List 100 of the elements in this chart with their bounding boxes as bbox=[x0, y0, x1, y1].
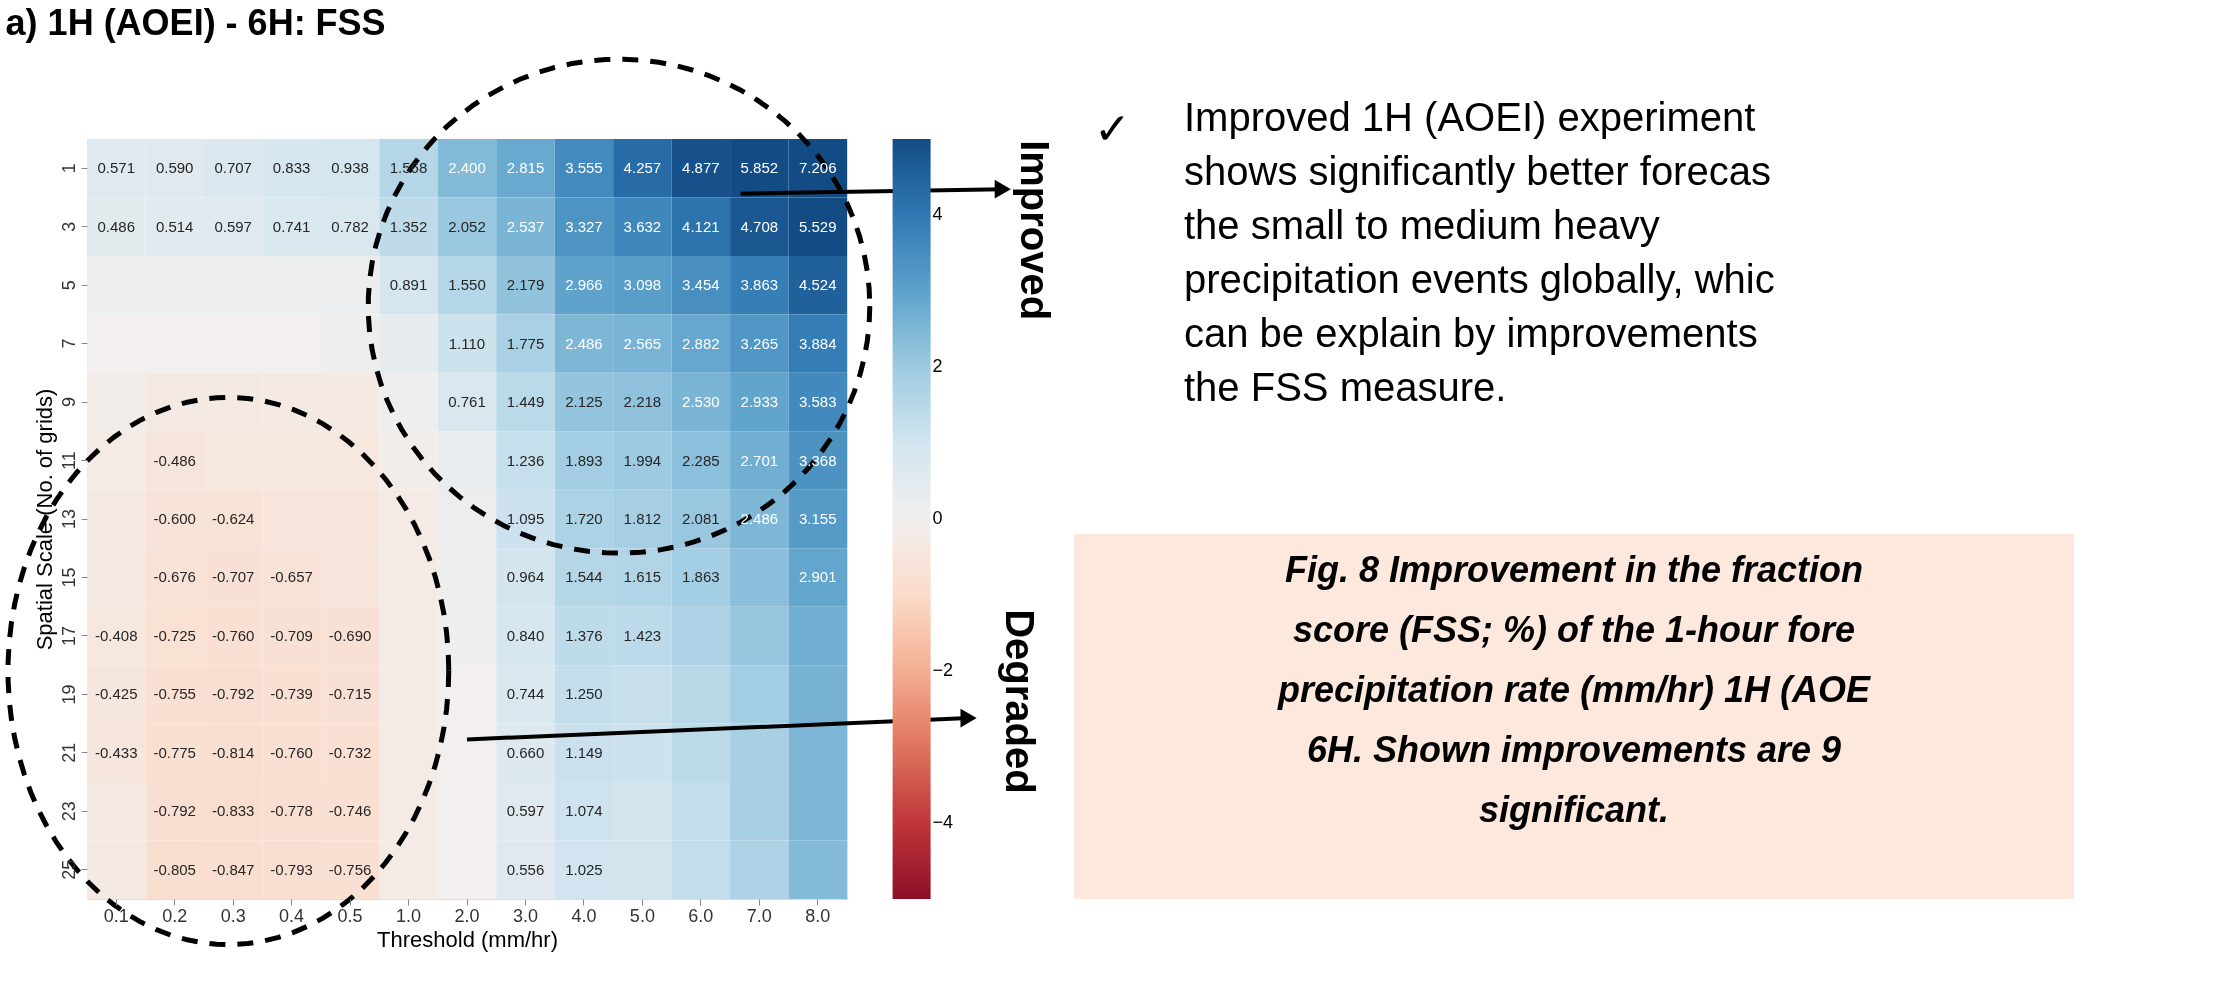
data-label: -0.760 bbox=[211, 626, 255, 644]
y-tick-label: 25 bbox=[58, 859, 79, 880]
data-label: 0.741 bbox=[272, 217, 311, 235]
data-label: 3.327 bbox=[565, 217, 603, 235]
data-label: 0.590 bbox=[155, 159, 194, 177]
data-label: 0.597 bbox=[506, 802, 545, 820]
data-label: 2.285 bbox=[682, 451, 720, 469]
data-label: 3.098 bbox=[623, 276, 662, 294]
data-label: 1.994 bbox=[623, 451, 662, 469]
data-label: 0.707 bbox=[214, 159, 252, 177]
data-label: 2.815 bbox=[506, 159, 545, 177]
x-tick-label: 3.0 bbox=[512, 905, 538, 926]
data-label: -0.814 bbox=[211, 743, 255, 761]
data-label: 0.840 bbox=[506, 626, 545, 644]
data-label: 1.550 bbox=[448, 276, 486, 294]
data-label: 1.095 bbox=[506, 510, 545, 527]
caption: Fig. 8 Improvement in the fraction score (FSS; %) of the 1-hour fore precipitation rate (mm/hr) 1H (AOE 6H. Shown improvements are 9 significant. bbox=[1276, 549, 1872, 830]
data-label: 0.833 bbox=[272, 159, 311, 177]
data-label: 2.179 bbox=[506, 276, 545, 294]
x-tick-label: 6.0 bbox=[688, 905, 714, 926]
data-label: 2.218 bbox=[623, 393, 662, 411]
x-tick-label: 8.0 bbox=[805, 905, 831, 926]
data-label: -0.792 bbox=[211, 685, 255, 703]
data-label: 4.708 bbox=[740, 217, 779, 235]
x-tick-label: 1.0 bbox=[396, 905, 422, 926]
data-label: 1.863 bbox=[682, 568, 720, 586]
data-label: -0.775 bbox=[153, 743, 196, 761]
data-label: 2.901 bbox=[799, 568, 837, 586]
data-label: 0.964 bbox=[506, 568, 545, 586]
data-label: 1.352 bbox=[389, 217, 428, 235]
data-label: 1.236 bbox=[506, 451, 545, 469]
data-label: -0.756 bbox=[328, 860, 372, 878]
y-tick-label: 1 bbox=[58, 163, 79, 174]
y-tick-label: 7 bbox=[58, 338, 79, 349]
data-label: -0.847 bbox=[211, 860, 255, 878]
data-label: -0.715 bbox=[328, 685, 372, 703]
y-tick-label: 15 bbox=[58, 567, 79, 588]
x-tick-label: 0.1 bbox=[103, 905, 129, 926]
data-label: 2.933 bbox=[740, 393, 779, 411]
data-label: 0.597 bbox=[214, 217, 252, 235]
data-label: 0.486 bbox=[97, 217, 135, 235]
data-label: 2.486 bbox=[565, 334, 603, 352]
data-label: 1.074 bbox=[565, 802, 603, 820]
data-label: 3.884 bbox=[799, 334, 837, 352]
y-tick-label: 13 bbox=[58, 508, 79, 530]
color-bar-label: −4 bbox=[932, 812, 954, 832]
data-label: 0.571 bbox=[97, 159, 135, 177]
data-label: 1.615 bbox=[623, 568, 662, 586]
x-tick-label: 5.0 bbox=[629, 905, 655, 926]
data-label: -0.433 bbox=[94, 743, 138, 761]
data-label: 3.863 bbox=[740, 276, 779, 294]
data-label: 0.660 bbox=[506, 743, 545, 761]
data-label: 2.537 bbox=[506, 217, 545, 235]
x-tick-label: 0.5 bbox=[337, 905, 363, 926]
data-label: 1.250 bbox=[565, 685, 603, 703]
data-label: 3.555 bbox=[565, 159, 603, 177]
text: Improved bbox=[1013, 140, 1058, 321]
data-label: 2.081 bbox=[682, 510, 720, 527]
data-label: -0.755 bbox=[153, 685, 196, 703]
data-label: 1.720 bbox=[565, 510, 603, 527]
data-label: -0.676 bbox=[153, 568, 196, 586]
data-label: 3.265 bbox=[740, 334, 779, 352]
data-label: 5.529 bbox=[799, 217, 837, 235]
data-label: -0.793 bbox=[270, 860, 313, 878]
y-tick-label: 11 bbox=[58, 451, 79, 470]
data-label: 4.877 bbox=[682, 159, 720, 177]
color-bar-label: −2 bbox=[932, 660, 954, 680]
data-label: 1.376 bbox=[565, 626, 603, 644]
color-bar-label: 0 bbox=[932, 508, 943, 528]
data-label: 4.524 bbox=[799, 276, 837, 294]
data-label: 2.966 bbox=[565, 276, 603, 294]
x-tick-label: 2.0 bbox=[454, 905, 480, 926]
data-label: -0.778 bbox=[270, 802, 313, 820]
data-label: 1.423 bbox=[623, 626, 662, 644]
y-tick-label: 5 bbox=[58, 280, 79, 291]
x-axis-title: Threshold (mm/hr) bbox=[377, 926, 558, 952]
data-label: 0.556 bbox=[506, 860, 545, 878]
data-label: 4.121 bbox=[682, 217, 720, 235]
data-label: 2.052 bbox=[448, 217, 486, 235]
y-tick-label: 9 bbox=[58, 397, 79, 408]
color-bar-label: 4 bbox=[932, 204, 943, 224]
data-label: 2.400 bbox=[448, 159, 486, 177]
data-label: 2.882 bbox=[682, 334, 720, 352]
y-tick-label: 23 bbox=[58, 801, 79, 822]
x-tick-label: 0.2 bbox=[162, 905, 188, 926]
text: Degraded bbox=[998, 609, 1042, 794]
data-label: 5.852 bbox=[740, 159, 779, 177]
data-label: -0.739 bbox=[270, 685, 313, 703]
data-label: -0.657 bbox=[270, 568, 313, 586]
data-label: -0.746 bbox=[328, 802, 372, 820]
data-label: 0.761 bbox=[448, 393, 486, 411]
data-label: 2.701 bbox=[740, 451, 779, 469]
data-label: 1.025 bbox=[565, 860, 603, 878]
data-label: -0.486 bbox=[153, 451, 196, 469]
text: ✓ bbox=[1094, 104, 1131, 153]
text: Improved 1H (AOEI) experiment shows significantly better forecas the small to medium heavy precipitation events globally, whic can be explain by improvements the FSS measure. bbox=[1184, 95, 1775, 409]
y-tick-label: 19 bbox=[58, 684, 79, 705]
data-label: -0.805 bbox=[153, 860, 196, 878]
data-label: 3.155 bbox=[799, 510, 837, 527]
data-label: 0.938 bbox=[331, 159, 369, 177]
